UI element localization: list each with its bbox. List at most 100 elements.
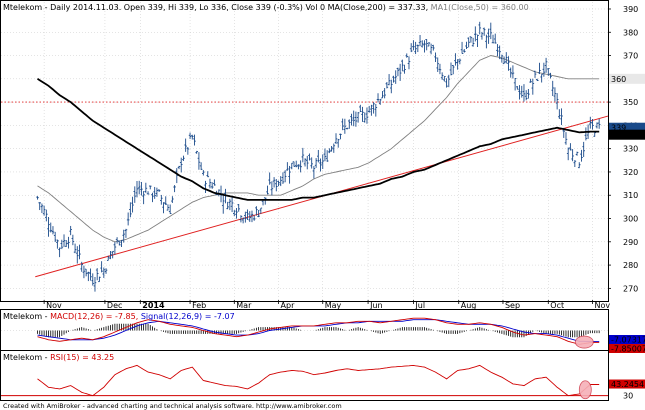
price-bar — [303, 158, 307, 167]
price-title: Mtelekom - Daily 2014.11.03. Open 339, H… — [3, 3, 529, 12]
price-bar — [527, 88, 530, 99]
price-bar — [370, 104, 373, 116]
price-bar — [193, 134, 196, 146]
macd-highlight-circle — [574, 335, 594, 349]
price-bar — [95, 268, 99, 281]
price-bar — [580, 149, 583, 162]
price-bar — [325, 150, 329, 162]
price-bar — [171, 196, 174, 203]
price-bar — [396, 67, 400, 77]
price-bar — [122, 229, 126, 243]
price-bar — [440, 72, 444, 80]
price-bar — [394, 70, 398, 84]
price-bar — [591, 119, 594, 130]
macd-label: MACD(12,26) = -7.85, — [50, 312, 138, 321]
price-bar — [190, 134, 194, 140]
price-bar — [239, 215, 243, 223]
price-bar — [71, 234, 75, 246]
ytick-label-380: 380 — [623, 28, 638, 37]
price-bar — [343, 118, 347, 134]
price-bar — [365, 107, 369, 124]
price-bar — [504, 52, 508, 64]
price-bar — [520, 85, 524, 98]
price-bar — [140, 181, 143, 196]
macd-title: Mtelekom - MACD(12,26) = -7.85, Signal(1… — [3, 312, 235, 321]
price-bar — [493, 33, 497, 44]
price-bar — [425, 39, 428, 51]
price-bar — [312, 166, 316, 179]
price-bar — [208, 178, 212, 189]
rsi-line — [37, 364, 600, 397]
price-bar — [56, 239, 59, 249]
price-bar — [250, 210, 254, 223]
price-bar — [496, 44, 499, 57]
price-gridlines — [1, 2, 608, 300]
price-bar — [474, 26, 477, 42]
price-bar — [482, 27, 486, 36]
price-bar — [248, 211, 252, 222]
price-bar — [456, 59, 459, 70]
price-bar — [232, 210, 236, 217]
price-bar — [407, 56, 411, 70]
xtick-label-1: Dec — [107, 301, 122, 310]
price-bar — [164, 196, 168, 205]
price-bar — [80, 261, 84, 272]
price-bar — [564, 132, 568, 145]
signal-label: Signal(12,26,9) = -7.07 — [141, 312, 235, 321]
price-bar — [354, 111, 358, 127]
price-bar — [485, 34, 488, 49]
price-bar — [195, 150, 198, 154]
price-bar — [509, 67, 513, 78]
ytick-label-350: 350 — [623, 98, 638, 107]
price-bar — [286, 162, 289, 171]
price-bar — [584, 127, 588, 141]
price-bar — [476, 34, 479, 47]
price-bar — [237, 204, 241, 212]
price-bar — [589, 116, 592, 129]
price-bar — [434, 52, 437, 62]
price-bar — [73, 243, 77, 254]
price-bar — [272, 177, 276, 188]
price-bar — [182, 155, 185, 161]
price-bar — [69, 225, 72, 236]
ma200-label: MA(Close,200) = 337.33, — [325, 3, 428, 12]
price-bar — [551, 80, 555, 97]
price-bar — [263, 197, 267, 205]
price-bar — [498, 45, 501, 60]
price-bar — [283, 170, 287, 183]
price-bar — [535, 78, 539, 82]
price-bar — [281, 172, 285, 184]
price-bar — [45, 209, 48, 222]
price-info: - Daily 2014.11.03. Open 339, Hi 339, Lo… — [42, 3, 325, 12]
ytick-label-390: 390 — [623, 5, 638, 14]
xtick-label-5: Apr — [281, 301, 296, 310]
price-bar — [549, 72, 552, 79]
price-bar — [290, 162, 294, 170]
rsi-symbol: Mtelekom — [3, 353, 42, 362]
price-bar — [553, 87, 557, 102]
price-bar — [82, 265, 86, 279]
price-y-axis: 270280290300310320330340350360370380390 — [608, 5, 638, 293]
xtick-label-4: Mar — [236, 301, 252, 310]
price-bar — [465, 41, 468, 49]
price-bar — [429, 43, 433, 55]
price-bar — [518, 85, 521, 100]
price-bar — [401, 59, 404, 72]
price-bar — [516, 86, 519, 90]
rsi-ytick-30: 30 — [623, 392, 633, 401]
price-bar — [361, 106, 364, 122]
price-bar — [317, 149, 320, 163]
price-bar — [175, 168, 179, 184]
price-bar — [106, 255, 110, 261]
price-bar — [177, 165, 181, 170]
price-bar — [524, 90, 528, 101]
ma200-line — [37, 78, 600, 201]
signal-line — [37, 319, 600, 342]
price-bar — [42, 205, 46, 216]
price-bar — [226, 201, 229, 210]
price-bar — [188, 132, 192, 140]
price-bar — [184, 138, 187, 152]
price-bar — [575, 151, 579, 156]
price-bar — [449, 62, 453, 76]
